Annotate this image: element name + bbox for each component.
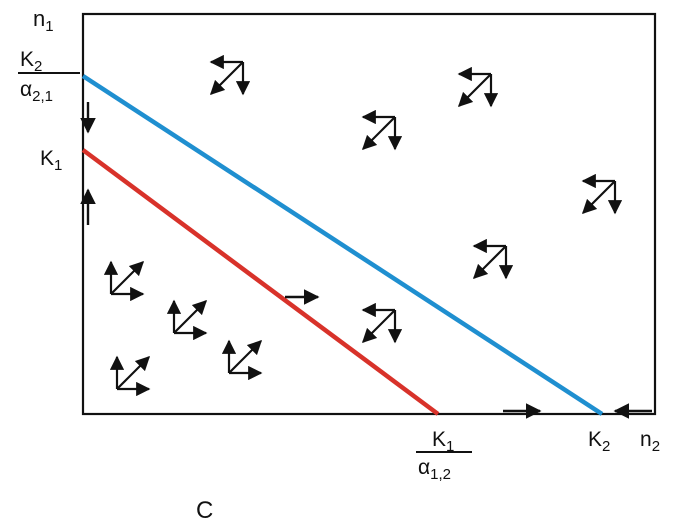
n1-axis-label: n1: [33, 6, 54, 35]
growth-vector-glyph-icon: [221, 339, 263, 381]
k2-over-alpha21-numerator: K2: [20, 48, 42, 75]
red-isocline: [81, 148, 440, 416]
blue-isocline: [81, 74, 604, 416]
panel-letter: C: [196, 497, 213, 524]
direction-field: [103, 54, 623, 397]
decline-vector-glyph-icon: [361, 109, 403, 151]
k1-over-alpha12-numerator: K1: [432, 428, 454, 455]
decline-vector-glyph-icon: [361, 302, 403, 344]
k1-over-alpha12-denominator: α1,2: [418, 456, 451, 483]
decline-vector-glyph-icon: [581, 173, 623, 215]
k2-axis-label: K2: [588, 428, 610, 455]
decline-vector-glyph-icon: [209, 54, 251, 96]
k2-over-alpha21-denominator: α2,1: [20, 78, 53, 105]
decline-vector-glyph-icon: [472, 238, 514, 280]
k1-axis-label: K1: [40, 147, 62, 174]
growth-vector-glyph-icon: [109, 355, 151, 397]
n2-axis-label: n2: [640, 428, 660, 455]
axis-flow-arrows: [80, 102, 652, 419]
plot-frame: [81, 12, 657, 416]
growth-vector-glyph-icon: [103, 260, 145, 302]
decline-vector-glyph-icon: [457, 66, 499, 108]
growth-vector-glyph-icon: [166, 299, 208, 341]
